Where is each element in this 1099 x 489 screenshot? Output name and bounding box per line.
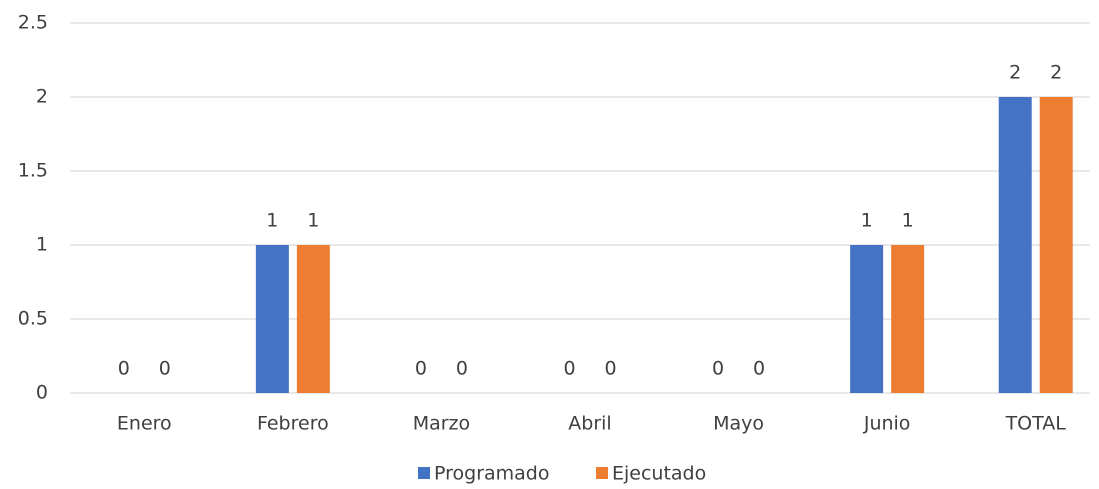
legend-label: Programado (434, 463, 550, 485)
legend-label: Ejecutado (612, 463, 706, 485)
y-tick-label: 2.5 (18, 12, 48, 34)
data-label: 2 (1009, 62, 1021, 84)
data-label: 2 (1050, 62, 1062, 84)
bar (1040, 97, 1073, 393)
y-tick-label: 1.5 (18, 160, 48, 182)
x-tick-label: Junio (863, 413, 911, 435)
y-tick-label: 0.5 (18, 308, 48, 330)
bar (999, 97, 1032, 393)
x-tick-label: Abril (568, 413, 611, 435)
bar (256, 245, 289, 393)
data-label: 1 (266, 210, 278, 232)
data-label: 0 (604, 358, 616, 380)
legend-swatch (418, 467, 430, 479)
bar (850, 245, 883, 393)
y-tick-label: 0 (36, 382, 48, 404)
data-label: 1 (902, 210, 914, 232)
data-label: 0 (415, 358, 427, 380)
data-label: 1 (861, 210, 873, 232)
chart: 0 0.5 1 1.5 2 2.5 Enero 0 0 Febrero 1 1 Marzo 0 0 Abril… (0, 0, 1099, 489)
x-tick-label: Enero (117, 413, 172, 435)
y-tick-label: 1 (36, 234, 48, 256)
legend-swatch (596, 467, 608, 479)
data-label: 0 (118, 358, 130, 380)
data-label: 0 (753, 358, 765, 380)
x-tick-label: Febrero (257, 413, 329, 435)
bar (891, 245, 924, 393)
data-label: 0 (563, 358, 575, 380)
data-label: 0 (159, 358, 171, 380)
x-tick-label: TOTAL (1005, 413, 1067, 435)
y-tick-label: 2 (36, 86, 48, 108)
data-label: 0 (712, 358, 724, 380)
x-tick-label: Marzo (413, 413, 470, 435)
data-label: 0 (456, 358, 468, 380)
bar (297, 245, 330, 393)
data-label: 1 (307, 210, 319, 232)
x-tick-label: Mayo (713, 413, 764, 435)
